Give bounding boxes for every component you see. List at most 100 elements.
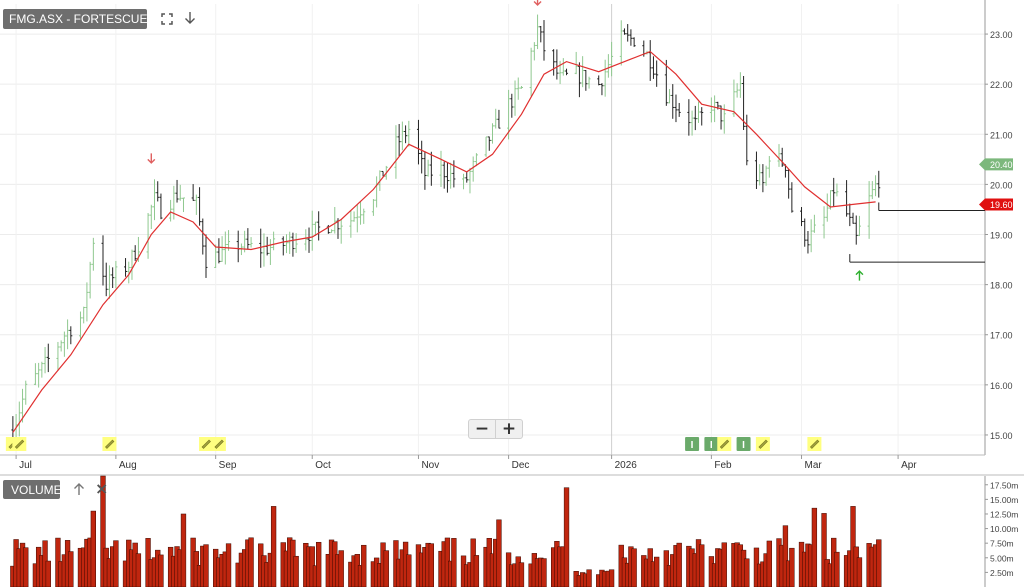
pencil-shape bbox=[758, 439, 768, 449]
volume-tick-label: 12.50m bbox=[990, 509, 1018, 519]
volume-tick-label: 10.00m bbox=[990, 524, 1018, 534]
volume-bar bbox=[113, 540, 119, 587]
volume-bar bbox=[361, 544, 367, 587]
x-tick-label: Oct bbox=[315, 460, 331, 471]
pencil-shape bbox=[201, 439, 211, 449]
volume-bar bbox=[676, 542, 682, 587]
close-icon[interactable]: × bbox=[95, 479, 109, 498]
volume-bar bbox=[496, 519, 502, 587]
pencil-shape bbox=[719, 439, 730, 449]
marker-letter: I bbox=[691, 440, 694, 451]
volume-bar bbox=[428, 543, 434, 587]
pencil-marker-icon[interactable] bbox=[717, 437, 732, 451]
price-candles bbox=[11, 14, 881, 447]
price-tick-label: 15.00 bbox=[990, 431, 1013, 441]
pencil-marker-icon[interactable] bbox=[12, 437, 27, 451]
pencil-marker-icon[interactable] bbox=[102, 437, 117, 451]
volume-bar bbox=[23, 547, 29, 587]
volume-bar bbox=[225, 543, 232, 587]
pencil-shape bbox=[809, 439, 820, 449]
arrow-shape bbox=[147, 153, 156, 164]
pencil-shape bbox=[105, 439, 115, 449]
tag-text: 19.60 bbox=[990, 200, 1013, 210]
x-tick-label: Apr bbox=[901, 460, 917, 471]
volume-label: VOLUME bbox=[11, 483, 62, 497]
x-tick-label: Mar bbox=[805, 460, 823, 471]
volume-bar bbox=[135, 553, 142, 587]
volume-bar bbox=[293, 555, 299, 587]
volume-bar bbox=[766, 540, 772, 587]
price-tick-label: 23.00 bbox=[990, 30, 1013, 40]
volume-bar bbox=[563, 487, 570, 587]
tag-shape bbox=[979, 158, 1013, 171]
marker-box bbox=[685, 437, 700, 451]
volume-bar bbox=[541, 558, 547, 587]
zoom-in-button[interactable]: + bbox=[501, 419, 517, 439]
volume-bar bbox=[608, 569, 615, 587]
price-tick-label: 22.00 bbox=[990, 80, 1013, 90]
volume-bar bbox=[203, 544, 209, 587]
marker-letter: I bbox=[742, 440, 745, 451]
volume-bar bbox=[473, 555, 480, 587]
volume-bar bbox=[789, 547, 795, 587]
volume-bar bbox=[856, 557, 863, 587]
volume-bar bbox=[518, 562, 525, 587]
pencil-shape bbox=[14, 439, 25, 449]
volume-tick-label: 17.50m bbox=[990, 480, 1018, 490]
volume-bar bbox=[248, 537, 254, 587]
price-tick-label: 19.00 bbox=[990, 231, 1013, 241]
symbol-tag[interactable]: FMG.ASX - FORTESCUE LTD bbox=[3, 9, 173, 29]
pencil-marker-icon[interactable] bbox=[755, 437, 770, 451]
volume-bar bbox=[270, 506, 277, 587]
volume-bar bbox=[782, 525, 789, 587]
tag-shape bbox=[979, 198, 1013, 211]
marker-box bbox=[704, 437, 719, 451]
expand-icon[interactable] bbox=[161, 12, 173, 25]
x-tick-label: 2026 bbox=[615, 460, 638, 471]
volume-bar bbox=[586, 569, 592, 587]
volume-tick-label: 7.50m bbox=[990, 539, 1014, 549]
sell-arrow-icon bbox=[147, 153, 156, 164]
volume-bar bbox=[834, 551, 840, 587]
volume-tag[interactable]: VOLUME bbox=[3, 480, 62, 499]
volume-bar bbox=[406, 554, 412, 587]
volume-bar bbox=[383, 550, 389, 587]
volume-bar bbox=[721, 542, 727, 587]
pencil-marker-icon[interactable] bbox=[807, 437, 822, 451]
pencil-marker-icon[interactable] bbox=[199, 437, 214, 451]
volume-bar bbox=[699, 544, 705, 587]
info-marker[interactable]: I bbox=[685, 437, 700, 451]
x-tick-label: Sep bbox=[219, 460, 237, 471]
pencil-marker-icon[interactable] bbox=[211, 437, 226, 451]
x-tick-label: Nov bbox=[421, 460, 439, 471]
marker-letter: I bbox=[710, 440, 713, 451]
volume-tick-label: 5.00m bbox=[990, 553, 1014, 563]
buy-arrow-icon bbox=[855, 270, 864, 281]
price-tick-label: 16.00 bbox=[990, 381, 1013, 391]
price-tick-label: 21.00 bbox=[990, 130, 1013, 140]
volume-bar bbox=[451, 538, 457, 587]
info-marker[interactable]: I bbox=[704, 437, 719, 451]
volume-bar bbox=[631, 548, 637, 587]
volume-bar bbox=[654, 556, 660, 587]
pencil-shape bbox=[214, 439, 224, 449]
info-marker[interactable]: I bbox=[736, 437, 751, 451]
volume-bar bbox=[338, 550, 344, 587]
volume-bar bbox=[45, 560, 51, 587]
last-price-tag: 20.40 bbox=[979, 158, 1013, 171]
moving-average-line bbox=[12, 50, 876, 433]
arrow-up-icon[interactable] bbox=[73, 482, 85, 496]
zoom-control: − + bbox=[468, 419, 523, 439]
zoom-out-button[interactable]: − bbox=[469, 420, 496, 438]
arrow-shape bbox=[855, 270, 864, 281]
marker-box bbox=[736, 437, 751, 451]
price-tick-label: 17.00 bbox=[990, 331, 1013, 341]
arrow-down-icon[interactable] bbox=[184, 11, 196, 25]
volume-bar bbox=[100, 475, 106, 587]
volume-bar bbox=[316, 541, 322, 587]
tag-text: 20.40 bbox=[990, 160, 1013, 170]
symbol-label: FMG.ASX - FORTESCUE LTD bbox=[9, 12, 173, 26]
volume-bars bbox=[10, 475, 882, 587]
